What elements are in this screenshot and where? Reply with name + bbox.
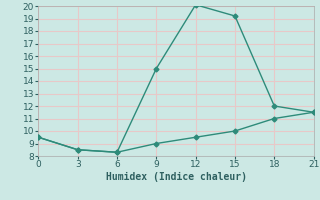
X-axis label: Humidex (Indice chaleur): Humidex (Indice chaleur) (106, 172, 246, 182)
